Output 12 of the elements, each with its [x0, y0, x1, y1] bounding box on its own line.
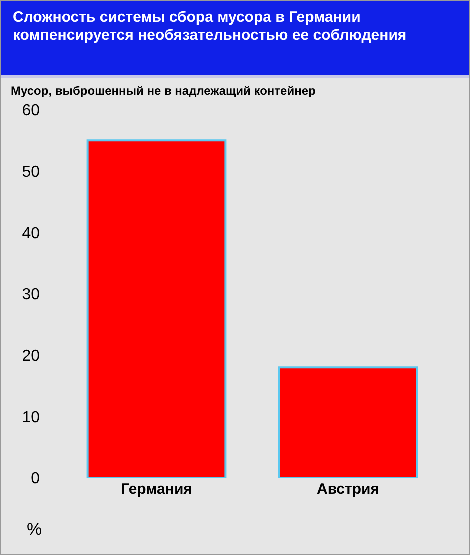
- x-tick-label: Австрия: [316, 481, 380, 498]
- y-tick-label: 40: [22, 225, 40, 242]
- y-tick-label: 20: [22, 348, 40, 365]
- x-tick-label: Германия: [121, 481, 192, 498]
- chart-title: Сложность системы сбора мусора в Германии компенсируется необязательностью ее соблюдения: [1, 1, 469, 78]
- y-tick-label: 0: [31, 470, 40, 488]
- y-tick-label: 60: [22, 102, 40, 120]
- y-tick-label: 50: [22, 164, 40, 181]
- chart-subtitle: Мусор, выброшенный не в надлежащий контейнер: [10, 83, 317, 98]
- y-axis-title: %: [27, 520, 42, 539]
- y-tick-label: 30: [22, 286, 40, 304]
- y-tick-label: 10: [22, 409, 40, 426]
